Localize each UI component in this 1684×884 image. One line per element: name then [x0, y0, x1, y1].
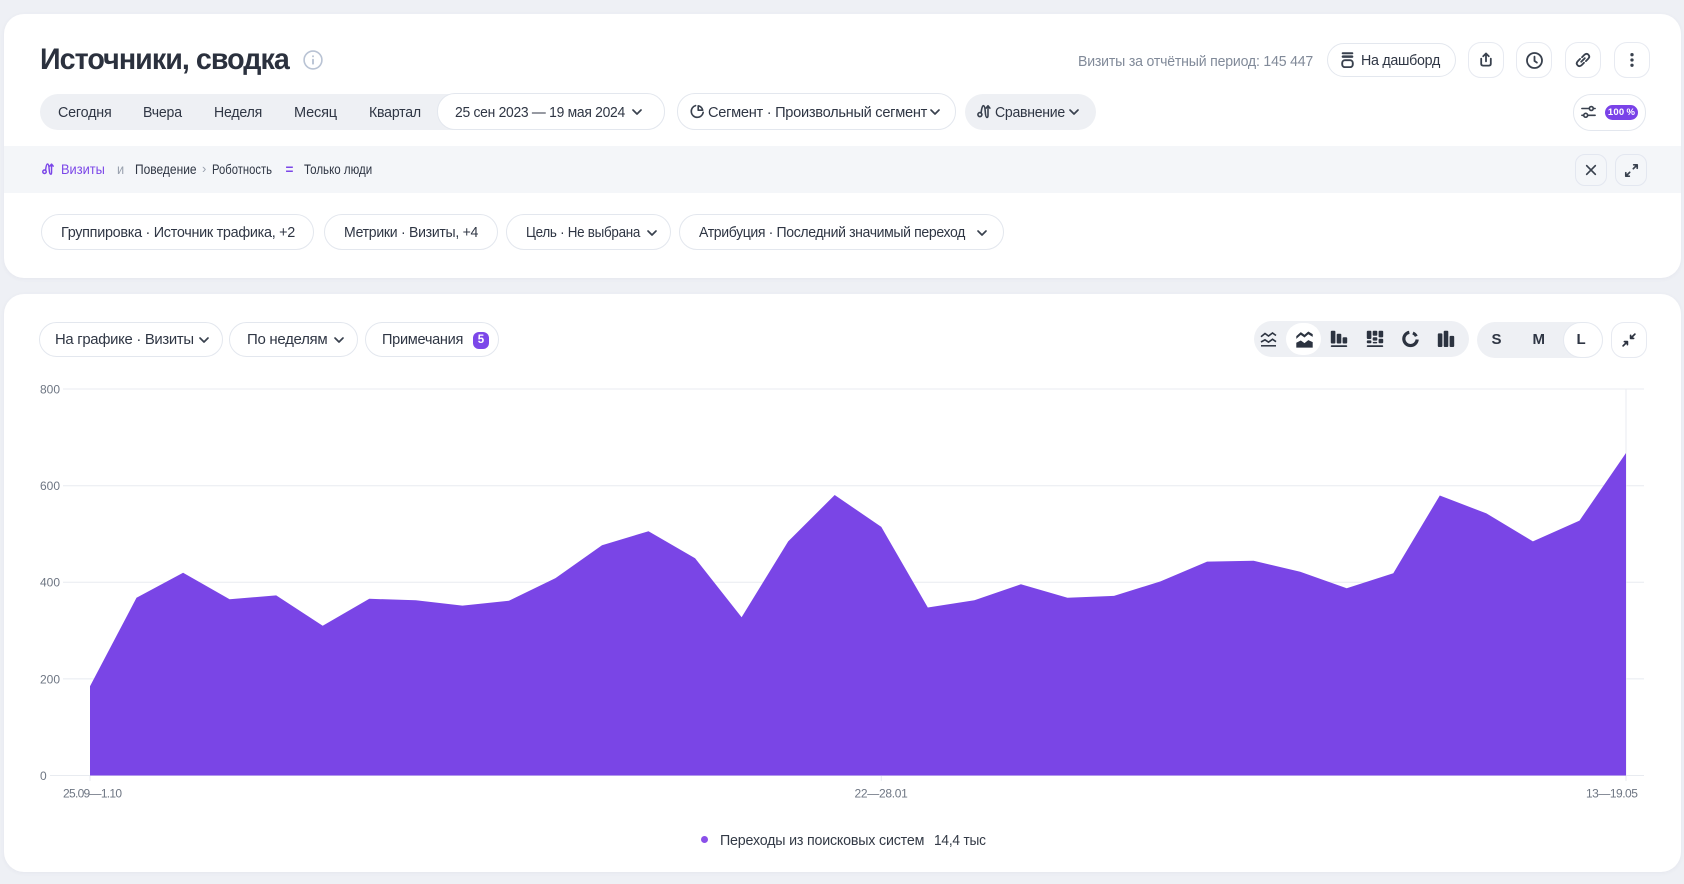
svg-text:200: 200 — [40, 672, 60, 686]
svg-text:400: 400 — [40, 576, 60, 590]
svg-text:600: 600 — [40, 479, 60, 493]
svg-text:22—28.01: 22—28.01 — [855, 786, 909, 800]
svg-text:13—19.05: 13—19.05 — [1586, 786, 1638, 800]
svg-text:800: 800 — [40, 382, 60, 396]
svg-text:0: 0 — [40, 769, 47, 783]
svg-text:25.09—1.10: 25.09—1.10 — [63, 786, 122, 800]
